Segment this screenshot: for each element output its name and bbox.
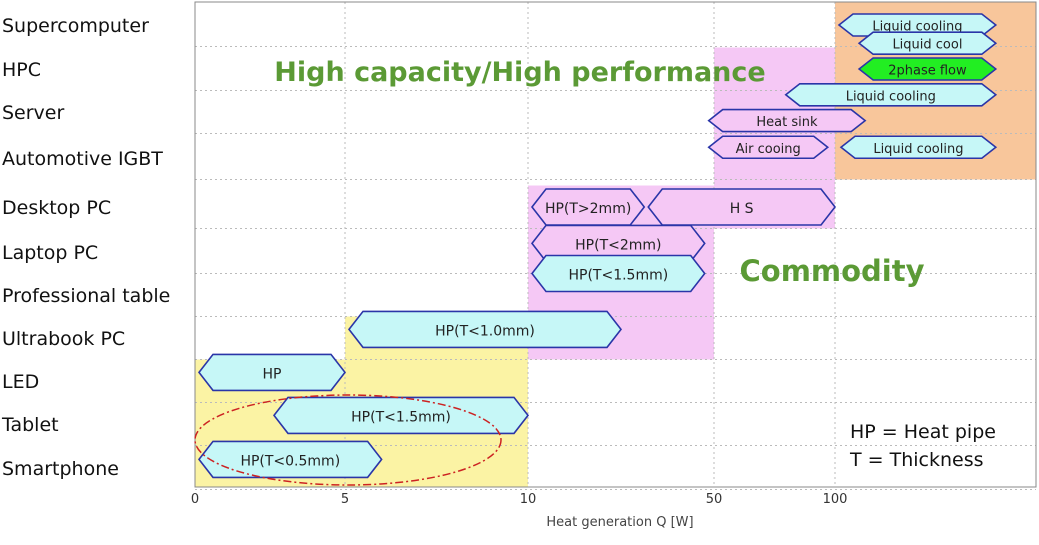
category-label: Desktop PC [2,197,111,219]
bar-13 [272,396,530,435]
category-label: HPC [2,59,41,81]
grid [195,2,1036,490]
bar-12 [197,353,347,392]
region-labels: High capacity/High performance Commodity [274,57,924,288]
annotations [194,394,502,486]
bar-label: HP(T>2mm) [545,201,631,217]
category-label: Automotive IGBT [2,148,163,170]
category-label: Professional table [2,285,170,307]
bar-0 [837,13,998,37]
x-tick-label: 0 [191,492,199,507]
category-label: Smartphone [2,458,119,480]
bar-6 [839,135,998,160]
region-label-high: High capacity/High performance [274,57,765,88]
bar-label: HP(T<0.5mm) [240,453,340,469]
bar-2 [857,57,998,81]
legend: HP = Heat pipe T = Thickness [850,418,1000,474]
plot-frame [194,1,1037,488]
bar-10 [530,254,706,293]
bar-14 [197,440,383,479]
category-labels: Supercomputer HPC Server Automotive IGBT Des… [1,15,170,480]
highlight-ellipse [194,394,502,486]
bar-label: HP(T<2mm) [575,237,661,253]
category-label: Laptop PC [2,242,98,264]
x-tick-label: 10 [520,492,537,507]
bar-label: 2phase flow [888,64,967,79]
bar-4 [707,108,867,133]
bar-label: HP(T<1.5mm) [568,268,668,284]
x-tick-label: 5 [341,492,349,507]
tick-labels: 0 5 10 50 100 [191,492,848,507]
bar-label: HP(T<1.5mm) [351,409,451,425]
bar-label: HP(T<1.0mm) [435,323,535,339]
category-label: Ultrabook PC [2,328,125,350]
category-label: Supercomputer [2,15,149,37]
bar-label: Air cooing [736,142,801,157]
category-label: LED [2,371,39,393]
region-label-commodity: Commodity [739,254,924,288]
bar-11 [347,310,623,349]
legend-item-hp: HP = Heat pipe [850,421,996,443]
x-axis-label: Heat generation Q [W] [546,515,693,530]
x-tick-label: 100 [823,492,848,507]
x-tick-label: 50 [706,492,723,507]
category-label: Server [2,102,64,124]
legend-item-thickness: T = Thickness [850,449,984,471]
bar-label: Liquid cool [892,38,962,53]
bar-3 [784,83,998,107]
category-label: Tablet [1,414,59,436]
axes [194,1,1037,488]
bars: Liquid cooling Liquid cool 2phase flow Liqu… [197,13,998,479]
bar-5 [707,135,830,160]
bar-label: Liquid cooling [846,89,936,104]
bar-label: HP [263,366,282,382]
bar-label: Heat sink [756,115,818,130]
bar-1 [857,31,998,55]
bar-label: H S [730,201,754,217]
bar-label: Liquid cooling [873,142,963,157]
bar-label: Liquid cooling [872,20,962,35]
